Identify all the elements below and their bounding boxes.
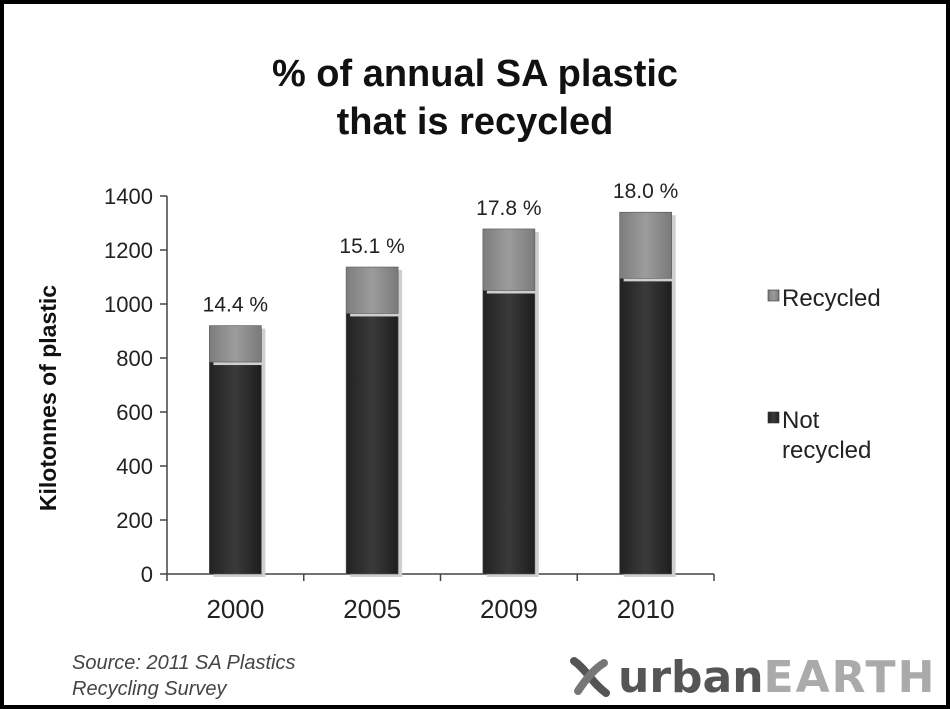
source-line-1: Source: 2011 SA Plastics [72,652,296,674]
legend-label-not-recycled: Not [782,407,820,434]
y-tick-label: 800 [116,346,153,371]
legend-swatch-not-recycled [767,411,780,424]
bar-not-recycled-2000 [209,361,262,575]
legend-swatch-recycled [767,289,780,302]
bar-recycled-2000 [209,325,262,363]
urbanearth-logo: urban EARTH [568,651,937,703]
y-axis-label: Kilotonnes of plastic [35,285,61,511]
chart-title-line-1: % of annual SA plastic [271,53,679,95]
y-tick-label: 400 [116,454,153,479]
urbanearth-logo-icon [570,657,610,697]
x-tick-label-2009: 2009 [480,594,538,624]
data-label-2009: 17.8 % [476,197,541,220]
bar-recycled-2010 [619,211,672,279]
bar-recycled-2005 [345,266,399,314]
y-tick-label: 0 [141,562,153,587]
bar-recycled-2009 [482,228,536,291]
y-tick-label: 1200 [104,238,153,263]
x-tick-label-2010: 2010 [617,594,675,624]
y-tick-label: 600 [116,400,153,425]
chart-title-line-2: that is recycled [336,101,614,143]
legend-label-not-recycled: recycled [782,437,871,464]
source-line-2: Recycling Survey [72,678,227,700]
y-tick-label: 1000 [104,292,153,317]
logo-text-urban: urban [618,651,764,703]
data-label-2010: 18.0 % [613,180,678,203]
y-tick-label: 1400 [104,184,153,209]
x-tick-label-2005: 2005 [343,594,401,624]
x-tick-label-2000: 2000 [206,594,264,624]
data-label-2005: 15.1 % [339,235,404,258]
source-note: Source: 2011 SA Plastics Recycling Surve… [72,650,402,702]
bar-not-recycled-2009 [482,290,536,575]
y-tick-label: 200 [116,508,153,533]
legend-label-recycled: Recycled [782,285,881,312]
data-label-2000: 14.4 % [203,294,268,317]
bar-not-recycled-2005 [345,313,399,575]
bar-not-recycled-2010 [619,278,672,575]
logo-text-earth: EARTH [763,651,937,703]
